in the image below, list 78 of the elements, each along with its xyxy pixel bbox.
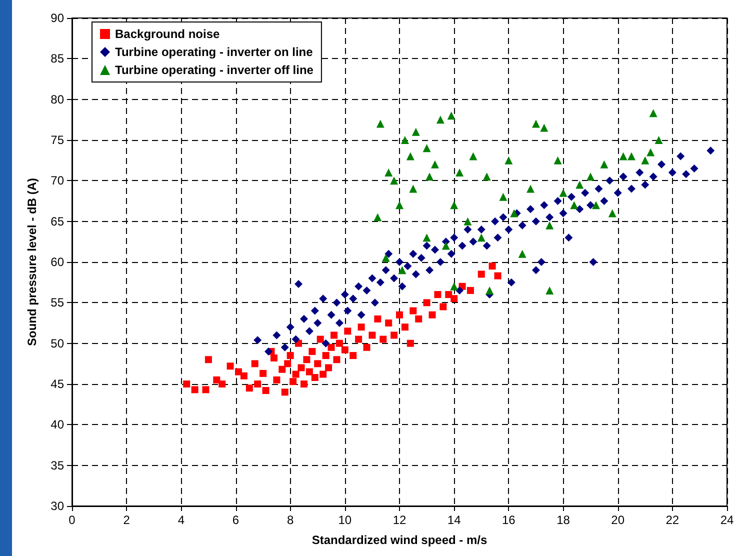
- point: [374, 213, 382, 222]
- point: [526, 184, 534, 193]
- x-tick-label: 14: [447, 513, 462, 527]
- point: [646, 148, 655, 156]
- point: [641, 156, 650, 164]
- point: [450, 201, 458, 210]
- x-tick-label: 10: [338, 513, 352, 527]
- point: [619, 152, 628, 160]
- x-tick-label: 12: [392, 513, 406, 527]
- point: [426, 172, 434, 181]
- point: [654, 136, 663, 144]
- point: [422, 234, 431, 242]
- point: [456, 168, 464, 177]
- point: [608, 209, 616, 218]
- x-tick-label: 6: [232, 513, 240, 527]
- point: [627, 152, 636, 160]
- point: [412, 128, 420, 136]
- point: [422, 144, 431, 152]
- point: [436, 116, 444, 124]
- x-tick-label: 16: [502, 513, 516, 527]
- point: [398, 266, 406, 274]
- y-axis-title: Sound pressure level - dB (A): [25, 178, 39, 346]
- point: [376, 120, 384, 128]
- point: [559, 188, 568, 197]
- y-tick-label: 50: [50, 336, 64, 350]
- point: [510, 209, 518, 218]
- y-tick-label: 75: [50, 133, 64, 147]
- legend-label: Turbine operating - inverter on line: [115, 45, 314, 59]
- y-tick-label: 30: [50, 499, 64, 513]
- point: [504, 156, 513, 164]
- point: [442, 242, 450, 250]
- point: [400, 136, 409, 144]
- point: [570, 201, 578, 210]
- y-tick-label: 40: [50, 418, 64, 432]
- x-tick-label: 8: [286, 513, 294, 527]
- legend-label: Turbine operating - inverter off line: [115, 63, 314, 77]
- point: [546, 221, 554, 230]
- x-tick-label: 22: [666, 513, 680, 527]
- y-tick-label: 65: [50, 214, 64, 228]
- y-tick-label: 80: [50, 92, 64, 106]
- point: [447, 112, 456, 120]
- point: [600, 160, 608, 168]
- point: [464, 217, 472, 226]
- x-axis-title: Standardized wind speed - m/s: [312, 533, 488, 547]
- x-tick-label: 2: [123, 513, 130, 527]
- point: [382, 254, 390, 262]
- point: [540, 124, 548, 132]
- y-tick-label: 60: [50, 255, 64, 269]
- point: [390, 176, 398, 185]
- point: [409, 184, 418, 193]
- point: [546, 286, 554, 294]
- x-tick-label: 24: [720, 513, 734, 527]
- x-tick-label: 4: [178, 513, 185, 527]
- point: [554, 156, 562, 164]
- point: [482, 172, 491, 181]
- point: [477, 234, 486, 242]
- legend-label: Background noise: [115, 27, 220, 41]
- y-tick-label: 35: [50, 458, 64, 472]
- y-tick-label: 45: [50, 377, 64, 391]
- point: [430, 160, 439, 168]
- point: [450, 282, 458, 290]
- point: [469, 152, 478, 160]
- x-tick-label: 0: [68, 513, 76, 527]
- x-tick-label: 20: [611, 513, 625, 527]
- y-tick-label: 70: [50, 174, 64, 188]
- y-tick-label: 85: [50, 52, 64, 66]
- y-tick-label: 90: [50, 11, 64, 25]
- point: [532, 120, 540, 128]
- point: [406, 152, 414, 160]
- point: [499, 192, 508, 201]
- y-tick-label: 55: [50, 296, 64, 310]
- point: [576, 180, 584, 189]
- point: [518, 250, 526, 258]
- point: [384, 168, 393, 177]
- point: [649, 109, 658, 118]
- point: [586, 172, 595, 181]
- x-tick-label: 18: [556, 513, 570, 527]
- point: [396, 201, 404, 210]
